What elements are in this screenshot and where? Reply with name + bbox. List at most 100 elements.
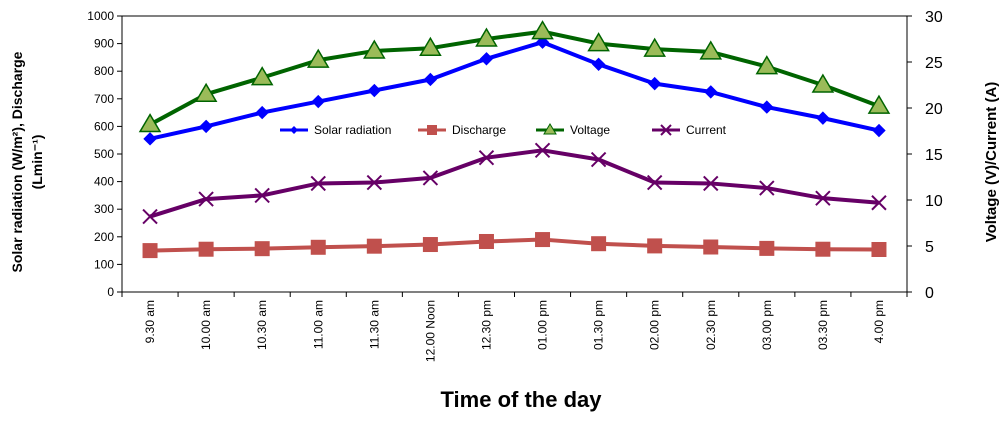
data-point (254, 187, 270, 204)
x-tick-label: 12.30 pm (479, 300, 493, 350)
left-tick-label: 900 (94, 37, 114, 51)
x-tick-label: 02.30 pm (704, 300, 718, 350)
right-axis-title: Voltage (V)/Current (A) (983, 82, 1000, 243)
series-line (149, 148, 880, 219)
data-point (367, 83, 382, 98)
data-point (310, 239, 326, 255)
data-point (647, 238, 663, 254)
data-point (423, 72, 438, 87)
x-tick-label: 11.00 am (311, 300, 325, 349)
series-voltage (138, 20, 891, 133)
left-tick-label: 100 (94, 257, 114, 271)
series-current (142, 142, 887, 225)
data-point (363, 39, 386, 59)
data-point (643, 37, 666, 57)
data-point (198, 191, 214, 207)
data-point (366, 238, 382, 254)
marker-stroke (254, 187, 270, 204)
data-point (422, 170, 439, 186)
marker-stroke (478, 149, 495, 166)
left-tick-label: 400 (94, 175, 114, 189)
data-point (479, 52, 494, 66)
legend-label: Current (686, 123, 727, 137)
data-point (647, 76, 662, 91)
data-point (535, 232, 551, 248)
series-line (149, 29, 880, 127)
marker-stroke (759, 180, 775, 196)
marker-stroke (534, 142, 551, 159)
data-point (531, 20, 554, 40)
data-point (699, 40, 723, 60)
data-point (138, 113, 162, 133)
data-point (755, 55, 779, 75)
marker-stroke (366, 174, 383, 191)
legend-swatch-marker (660, 124, 672, 136)
left-tick-label: 300 (94, 202, 114, 216)
marker-stroke (646, 174, 663, 191)
data-point (759, 240, 775, 256)
marker-stroke (871, 195, 887, 211)
legend-swatch-marker (290, 126, 298, 134)
data-point (478, 149, 495, 166)
x-tick-label: 02.00 pm (648, 300, 662, 350)
data-point (366, 174, 383, 191)
x-tick-label: 01.30 pm (592, 300, 606, 350)
x-tick-label: 9.30 am (143, 300, 157, 343)
data-point (198, 241, 214, 257)
right-tick-label: 10 (925, 193, 943, 210)
data-point (310, 175, 326, 192)
marker-stroke (590, 151, 607, 168)
data-point (250, 66, 274, 86)
right-tick-label: 15 (925, 147, 943, 164)
data-point (591, 57, 606, 72)
x-tick-label: 03.30 pm (816, 300, 830, 350)
marker-stroke (198, 191, 214, 207)
x-tick-label: 10.00 am (199, 300, 213, 350)
x-tick-label: 11.30 am (367, 300, 381, 349)
left-tick-label: 600 (94, 119, 114, 133)
legend-item-solar-radiation: Solar radiation (280, 123, 391, 137)
left-tick-label: 1000 (87, 9, 114, 23)
ticks: 0 100 200 300 400 500 600 700 800 900 1000 0 5 10 15 20… (87, 9, 943, 362)
left-axis-title-line1: Solar radiation (W/m²), Discharge (9, 51, 25, 272)
x-tick-label: 12.00 Noon (423, 300, 437, 362)
data-point (254, 241, 270, 257)
data-point (475, 27, 498, 47)
data-point (422, 237, 438, 253)
legend: Solar radiation Discharge Voltage Current (280, 123, 727, 137)
series-discharge (142, 232, 887, 259)
legend-label: Solar radiation (314, 123, 391, 137)
data-point (591, 236, 607, 252)
data-point (760, 100, 774, 114)
x-tick-label: 4.00 pm (872, 300, 886, 343)
data-point (199, 119, 213, 134)
legend-item-voltage: Voltage (536, 123, 610, 137)
data-point (255, 105, 269, 120)
data-point (478, 233, 494, 249)
data-point (871, 241, 887, 257)
series-line (149, 237, 879, 253)
legend-label: Voltage (570, 123, 610, 137)
data-point (142, 208, 158, 225)
data-point (867, 94, 891, 114)
data-point (419, 36, 442, 56)
marker-stroke (422, 170, 439, 186)
data-point (590, 151, 607, 168)
left-tick-label: 500 (94, 147, 114, 161)
legend-item-current: Current (652, 123, 727, 137)
series-line (149, 40, 880, 141)
right-tick-label: 20 (925, 101, 943, 118)
data-point (815, 241, 831, 257)
x-axis-title: Time of the day (441, 387, 603, 412)
data-point (871, 195, 887, 211)
x-tick-label: 10.30 am (255, 300, 269, 350)
data-point (646, 174, 663, 191)
x-tick-label: 03.00 pm (760, 300, 774, 350)
data-point (815, 190, 831, 206)
left-tick-label: 800 (94, 64, 114, 78)
data-point (142, 243, 158, 259)
data-point (534, 142, 551, 159)
data-point (872, 123, 886, 138)
data-point (587, 32, 610, 52)
